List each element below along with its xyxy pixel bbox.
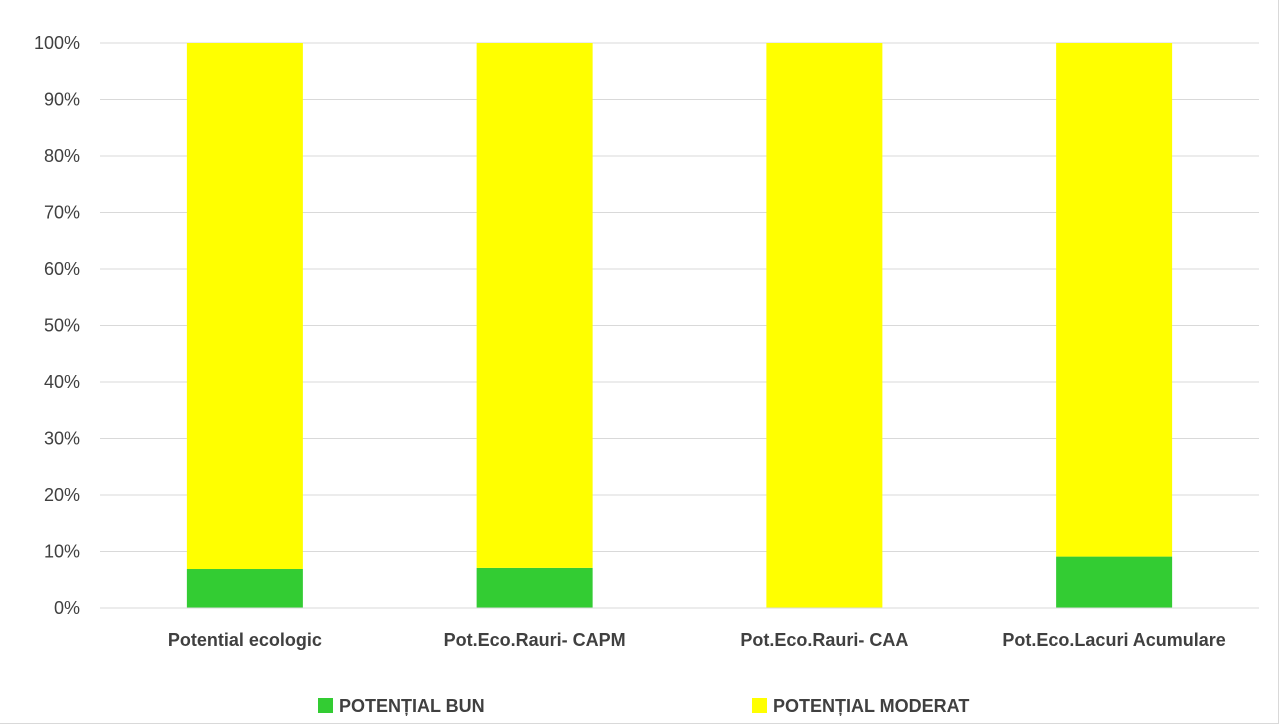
x-axis-category-labels: Potential ecologic Pot.Eco.Rauri- CAPM Pot… xyxy=(168,630,1226,650)
y-axis-tick-labels: 0% 10% 20% 30% 40% 50% 60% 70% 80% 90% 100% xyxy=(34,33,80,618)
legend-swatch xyxy=(752,698,767,713)
y-tick-label: 50% xyxy=(44,316,80,336)
x-category-label: Pot.Eco.Rauri- CAPM xyxy=(444,630,626,650)
y-tick-label: 100% xyxy=(34,33,80,53)
y-tick-label: 60% xyxy=(44,259,80,279)
legend-label: POTENȚIAL BUN xyxy=(339,696,485,716)
legend-label: POTENȚIAL MODERAT xyxy=(773,696,969,716)
bar-segment-potential-moderat xyxy=(476,43,593,568)
bar-segment-potential-bun xyxy=(476,567,593,608)
y-tick-label: 20% xyxy=(44,485,80,505)
legend-swatch xyxy=(318,698,333,713)
bar-segment-potential-bun xyxy=(186,569,303,608)
y-tick-label: 30% xyxy=(44,429,80,449)
y-tick-label: 70% xyxy=(44,203,80,223)
y-tick-label: 90% xyxy=(44,90,80,110)
legend: POTENȚIAL BUN POTENȚIAL MODERAT xyxy=(318,696,969,716)
x-category-label: Potential ecologic xyxy=(168,630,322,650)
legend-item: POTENȚIAL MODERAT xyxy=(752,696,969,716)
x-category-label: Pot.Eco.Lacuri Acumulare xyxy=(1002,630,1225,650)
y-tick-label: 80% xyxy=(44,146,80,166)
x-category-label: Pot.Eco.Rauri- CAA xyxy=(740,630,908,650)
y-tick-label: 10% xyxy=(44,542,80,562)
bar-segment-potential-bun xyxy=(1056,556,1173,608)
legend-item: POTENȚIAL BUN xyxy=(318,696,485,716)
y-tick-label: 40% xyxy=(44,372,80,392)
bar-segment-potential-moderat xyxy=(1056,43,1173,557)
bar-segment-potential-moderat xyxy=(766,43,883,608)
bar-segment-potential-moderat xyxy=(186,43,303,570)
y-tick-label: 0% xyxy=(54,598,80,618)
bars xyxy=(186,43,1173,608)
